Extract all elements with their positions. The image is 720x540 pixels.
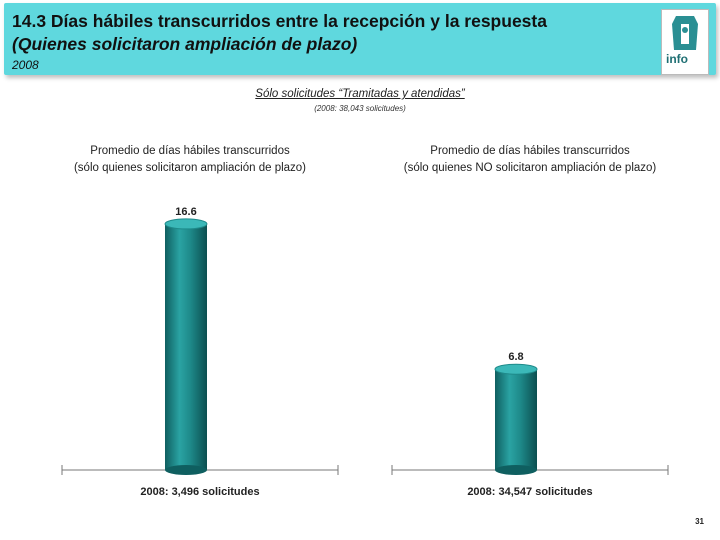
left-chart-title-line2: (sólo quienes solicitaron ampliación de … <box>73 162 307 174</box>
category-label: 2008: 34,547 solicitudes <box>467 486 592 498</box>
filter-subtitle: (2008: 38,043 solicitudes) <box>314 104 406 113</box>
slide-subtitle: (Quienes solicitaron ampliación de plazo… <box>12 34 358 54</box>
left-chart-title: Promedio de días hábiles transcurridos (… <box>40 143 340 177</box>
bar-body <box>495 369 537 470</box>
bar-base <box>165 465 207 475</box>
bar-value-label: 16.6 <box>175 206 196 218</box>
bar-value-label: 6.8 <box>508 351 523 363</box>
logo-wordmark: info <box>666 52 688 66</box>
right-chart-title: Promedio de días hábiles transcurridos (… <box>370 143 690 177</box>
bar-top <box>494 363 538 375</box>
bar-body <box>165 223 207 470</box>
category-label: 2008: 3,496 solicitudes <box>140 486 259 498</box>
logo-emblem-icon <box>672 16 698 50</box>
left-chart-title-line1: Promedio de días hábiles transcurridos <box>90 145 290 157</box>
slide-title: 14.3 Días hábiles transcurridos entre la… <box>12 11 547 31</box>
bar-top <box>164 218 208 230</box>
page-number: 31 <box>695 517 704 526</box>
title-banner: 14.3 Días hábiles transcurridos entre la… <box>4 3 716 75</box>
bar-base <box>495 465 537 475</box>
infodf-logo: info <box>661 9 709 75</box>
filter-title: Sólo solicitudes “Tramitadas y atendidas… <box>255 88 465 100</box>
right-chart-title-line2: (sólo quienes NO solicitaron ampliación … <box>403 162 657 174</box>
right-chart-title-line1: Promedio de días hábiles transcurridos <box>430 145 630 157</box>
slide-year: 2008 <box>12 58 39 72</box>
